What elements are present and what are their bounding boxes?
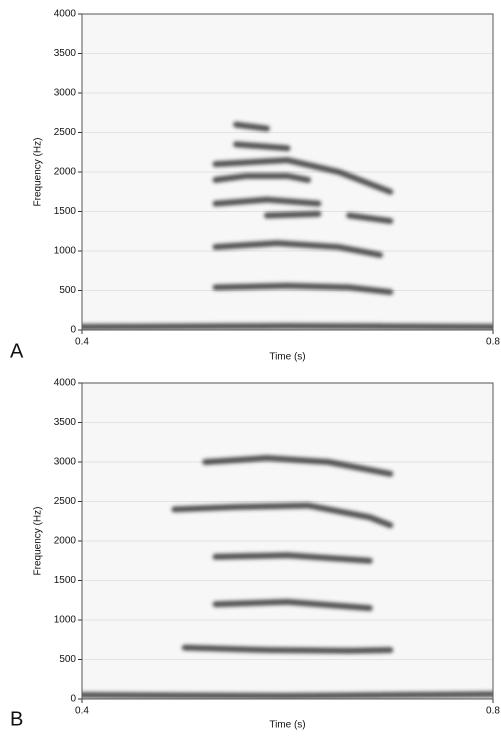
y-tick-label: 3500 (54, 48, 77, 59)
y-tick-label: 500 (59, 654, 76, 665)
y-tick-label: 0 (70, 694, 76, 705)
plot-frame (81, 13, 494, 331)
y-tick-label: 2500 (54, 127, 77, 138)
harmonic-band (212, 240, 383, 258)
y-tick-label: 3000 (54, 457, 77, 468)
harmonic-band (212, 282, 394, 296)
y-tick-label: 4000 (54, 378, 77, 389)
harmonic-band (346, 212, 394, 224)
harmonic-band (171, 502, 394, 529)
spectrogram-bands (82, 121, 493, 330)
plot-frame (81, 382, 494, 700)
x-tick-label: 0.4 (75, 337, 89, 348)
harmonic-band (82, 323, 493, 330)
y-tick-label: 2000 (54, 167, 77, 178)
x-axis-label: Time (s) (269, 720, 305, 731)
y-tick-label: 1000 (54, 615, 77, 626)
panel-label: A (10, 340, 24, 362)
harmonic-band (212, 196, 322, 207)
y-tick-label: 3500 (54, 417, 77, 428)
x-tick-label: 0.8 (486, 337, 500, 348)
y-tick-label: 0 (70, 325, 76, 336)
x-axis-label: Time (s) (269, 352, 305, 363)
y-tick-label: 500 (59, 285, 76, 296)
y-tick-label: 1500 (54, 575, 77, 586)
y-tick-label: 1500 (54, 206, 77, 217)
y-tick-label: 4000 (54, 9, 77, 20)
harmonic-band (82, 691, 493, 699)
harmonic-band (233, 141, 291, 152)
harmonic-band (181, 644, 394, 654)
y-axis-label: Frequency (Hz) (33, 138, 44, 207)
x-tick-label: 0.4 (75, 706, 89, 717)
x-tick-label: 0.8 (486, 706, 500, 717)
harmonic-band (212, 157, 394, 195)
harmonic-band (212, 598, 373, 612)
y-tick-label: 1000 (54, 246, 77, 257)
harmonic-band (212, 552, 373, 564)
harmonic-band (233, 121, 270, 132)
y-tick-label: 2000 (54, 536, 77, 547)
y-axis-label: Frequency (Hz) (33, 507, 44, 576)
harmonic-band (263, 210, 322, 219)
y-tick-label: 2500 (54, 496, 77, 507)
panel-label: B (10, 708, 23, 730)
harmonic-band (202, 455, 394, 477)
spectrogram-bands (82, 455, 493, 699)
harmonic-band (212, 172, 312, 183)
y-tick-label: 3000 (54, 88, 77, 99)
